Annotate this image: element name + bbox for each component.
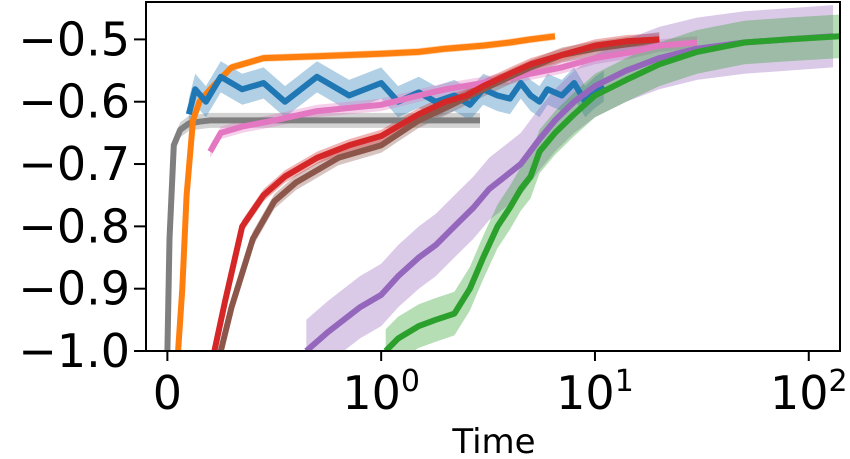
series-lines (164, 33, 840, 351)
y-tick-label: −0.7 (18, 137, 130, 191)
series-line (164, 117, 480, 351)
plot-frame (145, 1, 841, 352)
x-axis: 0 100 101 102 (153, 351, 848, 420)
y-tick-label: −1.0 (18, 324, 130, 378)
x-tick-label: 0 (153, 366, 182, 420)
x-axis-label: Time (451, 422, 535, 459)
series-line (304, 33, 834, 351)
x-tick-label: 101 (556, 364, 634, 420)
x-tick-label: 100 (342, 364, 420, 420)
series-band (306, 5, 834, 351)
series-line (211, 36, 660, 351)
y-tick-label: −0.5 (18, 12, 130, 66)
series-band (385, 14, 840, 351)
x-tick-label: 102 (770, 364, 848, 420)
series-line (185, 73, 606, 115)
y-tick-label: −0.6 (18, 75, 130, 129)
series-line (175, 33, 556, 351)
y-tick-label: −0.9 (18, 262, 130, 316)
y-axis: −0.5 −0.6 −0.7 −0.8 −0.9 −1.0 (18, 12, 146, 378)
y-tick-label: −0.8 (18, 199, 130, 253)
series-line (207, 39, 698, 154)
series-line (383, 33, 840, 351)
